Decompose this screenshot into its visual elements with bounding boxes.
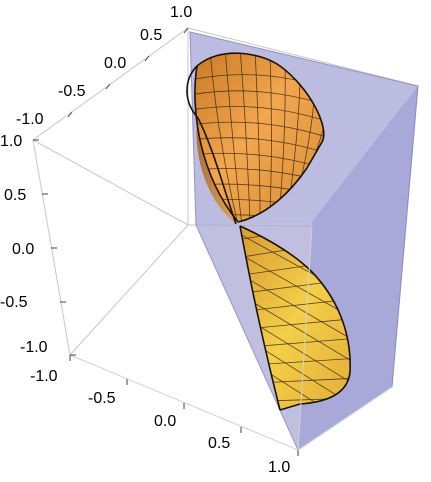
left-axis-tick-labels: 1.0 0.5 0.0 -0.5 -1.0 <box>0 133 48 356</box>
left-tick-label: 1.0 <box>0 133 22 150</box>
bottom-tick-label: -0.5 <box>88 390 116 407</box>
bottom-tick-label: 1.0 <box>268 459 290 476</box>
top-tick-label: 1.0 <box>170 4 192 21</box>
top-tick-label: 0.5 <box>140 27 162 44</box>
top-tick-label: 0.0 <box>104 55 126 72</box>
bottom-tick-label: -1.0 <box>30 368 58 385</box>
bottom-axis-tick-labels: -1.0 -0.5 0.0 0.5 1.0 <box>30 368 290 476</box>
left-tick-label: -1.0 <box>20 339 48 356</box>
bottom-tick-label: 0.0 <box>154 413 176 430</box>
left-tick-label: 0.5 <box>4 187 26 204</box>
left-tick-label: -0.5 <box>0 294 28 311</box>
top-tick-label: -1.0 <box>16 111 44 128</box>
top-axis-tick-labels: 1.0 0.5 0.0 -0.5 -1.0 <box>16 4 192 128</box>
top-tick-label: -0.5 <box>58 83 86 100</box>
tick-marks <box>33 27 299 456</box>
left-tick-label: 0.0 <box>12 241 34 258</box>
bounding-box-front <box>69 225 393 451</box>
bottom-tick-label: 0.5 <box>208 435 230 452</box>
